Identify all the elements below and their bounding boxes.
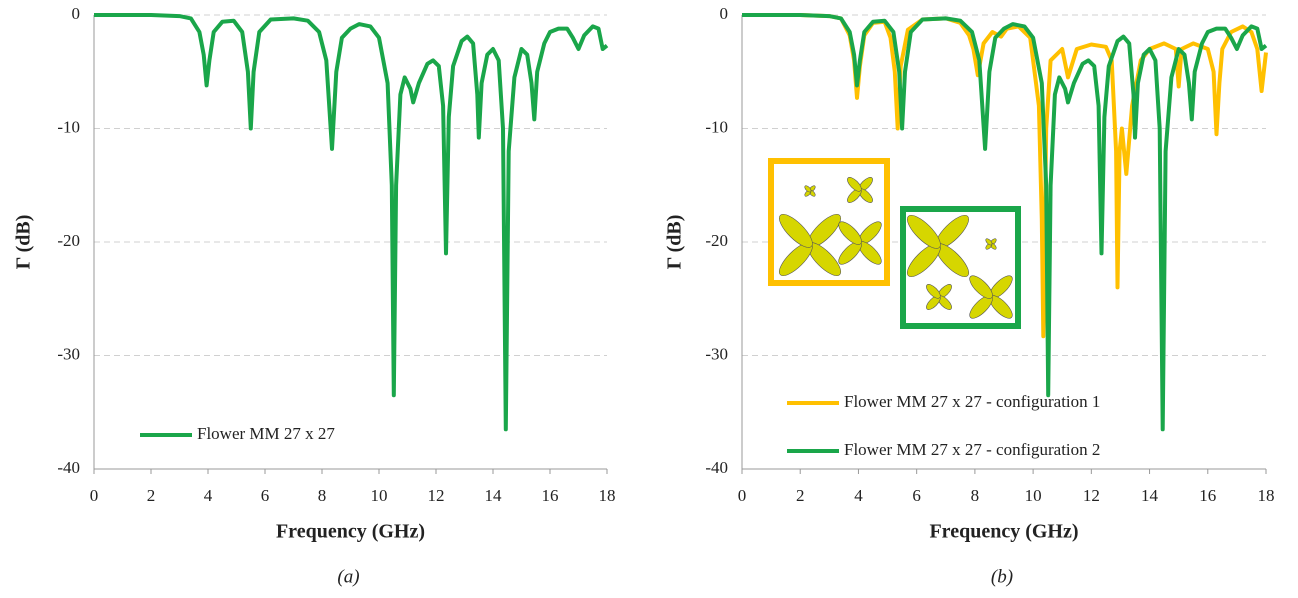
- flower-cells: [907, 215, 1013, 319]
- x-tick-label: 4: [854, 486, 863, 505]
- y-axis-title: Γ (dB): [13, 215, 35, 270]
- y-tick-label: -30: [705, 344, 728, 363]
- x-tick-label: 0: [738, 486, 747, 505]
- x-tick-label: 16: [542, 486, 559, 505]
- series-line: [94, 13, 609, 432]
- y-tick-label: -10: [57, 117, 80, 136]
- caption: (a): [337, 566, 359, 587]
- y-tick-label: -10: [705, 117, 728, 136]
- x-tick-label: 10: [1025, 486, 1042, 505]
- y-tick-label: -30: [57, 344, 80, 363]
- x-tick-label: 16: [1199, 486, 1216, 505]
- y-tick-label: -20: [705, 231, 728, 250]
- inset-configuration-1: [768, 158, 890, 286]
- x-tick-label: 2: [147, 486, 156, 505]
- x-axis-title: Frequency (GHz): [276, 521, 425, 543]
- legend-label: Flower MM 27 x 27: [197, 424, 335, 443]
- x-tick-label: 12: [1083, 486, 1100, 505]
- x-tick-label: 6: [261, 486, 270, 505]
- series-line: [742, 13, 1268, 432]
- x-tick-label: 4: [204, 486, 213, 505]
- x-tick-label: 14: [1141, 486, 1159, 505]
- x-tick-label: 0: [90, 486, 99, 505]
- x-tick-label: 10: [371, 486, 388, 505]
- x-tick-label: 8: [318, 486, 327, 505]
- x-tick-label: 6: [912, 486, 921, 505]
- x-tick-label: 18: [1258, 486, 1275, 505]
- y-tick-label: -20: [57, 231, 80, 250]
- y-tick-label: -40: [705, 458, 728, 477]
- x-tick-label: 14: [485, 486, 503, 505]
- y-tick-label: 0: [720, 4, 729, 23]
- y-tick-label: 0: [72, 4, 81, 23]
- x-tick-label: 12: [428, 486, 445, 505]
- flower-cells: [779, 177, 882, 276]
- x-tick-label: 2: [796, 486, 805, 505]
- y-tick-label: -40: [57, 458, 80, 477]
- inset-configuration-2: [900, 206, 1021, 329]
- x-tick-label: 8: [971, 486, 980, 505]
- caption: (b): [991, 566, 1013, 587]
- panel: 0 -10 -20 -30 -40 0 2 4 6 8 10 12 14 16 18 Frequency (G…: [13, 4, 616, 587]
- y-axis-title: Γ (dB): [664, 215, 686, 270]
- x-axis-title: Frequency (GHz): [929, 521, 1078, 543]
- x-tick-label: 18: [599, 486, 616, 505]
- legend-label: Flower MM 27 x 27 - configuration 1: [844, 392, 1100, 411]
- legend-label: Flower MM 27 x 27 - configuration 2: [844, 440, 1100, 459]
- panel: 0 -10 -20 -30 -40 0 2 4 6 8 10 12 14 16 18 Frequency (G…: [664, 4, 1275, 587]
